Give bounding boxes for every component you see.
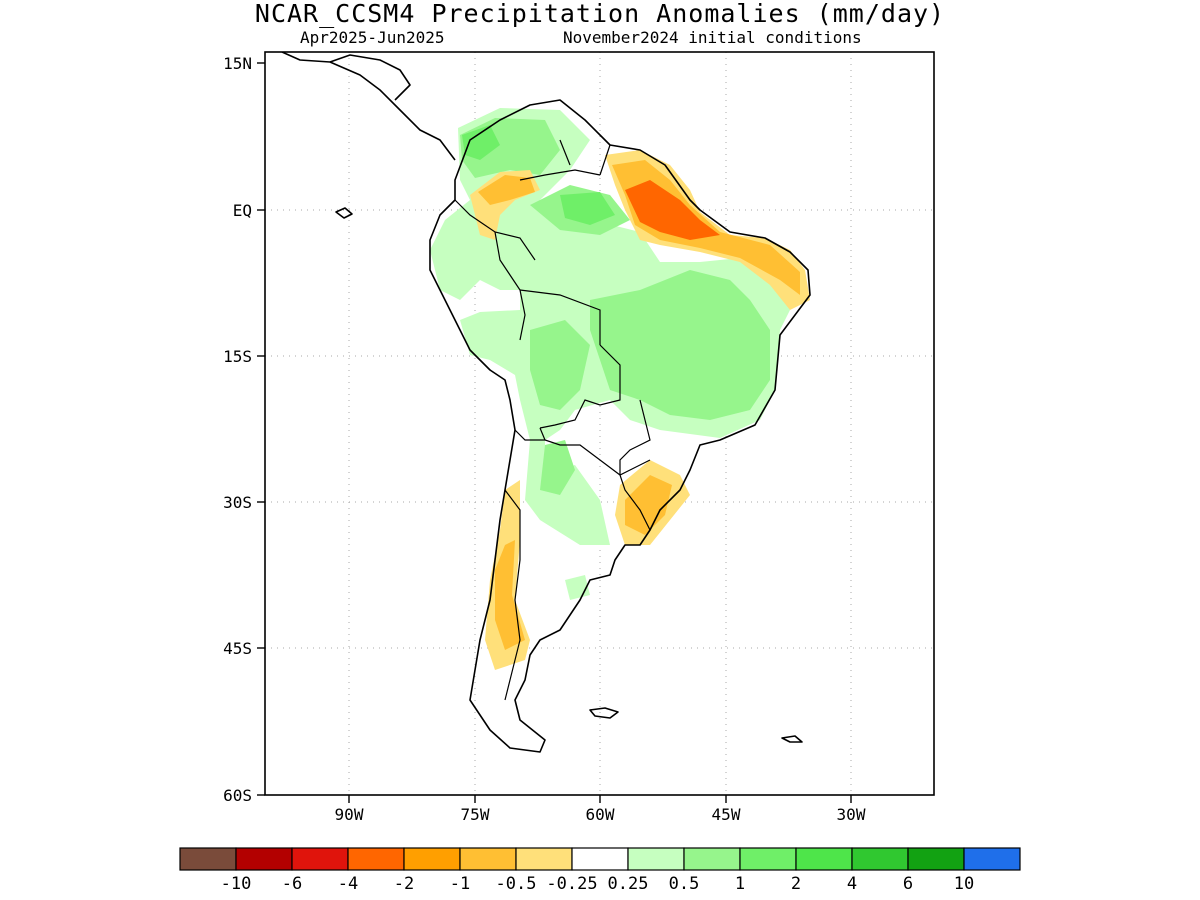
colorbar-label: -0.25 bbox=[546, 874, 597, 894]
gridlines bbox=[265, 52, 934, 795]
colorbar-swatch bbox=[515, 847, 573, 871]
colorbar-label: 1 bbox=[735, 874, 745, 894]
lon-tick-label: 45W bbox=[712, 805, 741, 824]
lat-tick-label: 15N bbox=[223, 54, 252, 73]
dry-anomaly-northeast-strong bbox=[625, 180, 720, 240]
colorbar-label: -2 bbox=[394, 874, 414, 894]
colorbar-label: -4 bbox=[338, 874, 358, 894]
map-frame bbox=[264, 51, 935, 796]
longitude-axis: 90W 75W 60W 45W 30W bbox=[335, 795, 866, 824]
lat-tick-label: EQ bbox=[233, 201, 252, 220]
central-america-coastline bbox=[281, 52, 456, 161]
wet-anomaly-regions bbox=[430, 108, 790, 600]
map-area bbox=[265, 52, 934, 795]
caribbean-coast bbox=[329, 54, 411, 101]
colorbar-swatch bbox=[963, 847, 1021, 871]
falklands bbox=[589, 707, 619, 719]
colorbar-label: 0.5 bbox=[669, 874, 700, 894]
colorbar-swatch bbox=[907, 847, 965, 871]
coastlines bbox=[281, 52, 811, 753]
dry-anomaly-southeast-mid bbox=[625, 475, 672, 535]
wet-anomaly-strong-amazon bbox=[560, 192, 615, 225]
forecast-period: Apr2025-Jun2025 bbox=[300, 28, 445, 47]
colorbar-label: -0.5 bbox=[496, 874, 537, 894]
colorbar-label: 0.25 bbox=[608, 874, 649, 894]
colorbar-swatch bbox=[571, 847, 629, 871]
wet-anomaly-medium-bolivia bbox=[530, 320, 590, 410]
colorbar-swatch bbox=[851, 847, 909, 871]
colorbar-label: 6 bbox=[903, 874, 913, 894]
colorbar-label: 4 bbox=[847, 874, 857, 894]
map-title: NCAR_CCSM4 Precipitation Anomalies (mm/d… bbox=[254, 0, 946, 28]
colorbar-swatch bbox=[179, 847, 237, 871]
lon-tick-label: 60W bbox=[586, 805, 615, 824]
colorbar: -10 -6 -4 -2 -1 -0.5 -0.25 0.25 0.5 1 2 4 6 10 bbox=[179, 847, 1021, 894]
colorbar-swatch bbox=[291, 847, 349, 871]
colorbar-swatch bbox=[795, 847, 853, 871]
wet-anomaly-strong-north bbox=[462, 125, 500, 160]
south-america-coastline bbox=[429, 99, 811, 753]
lat-tick-label: 60S bbox=[223, 786, 252, 805]
colorbar-label: -6 bbox=[282, 874, 302, 894]
lon-tick-label: 90W bbox=[335, 805, 364, 824]
colorbar-swatch bbox=[627, 847, 685, 871]
colorbar-swatch bbox=[739, 847, 797, 871]
latitude-axis: 15N EQ 15S 30S 45S 60S bbox=[223, 54, 265, 805]
wet-anomaly-medium-brazil bbox=[590, 270, 770, 420]
colorbar-swatch bbox=[235, 847, 293, 871]
country-borders bbox=[454, 139, 651, 701]
colorbar-label: 2 bbox=[791, 874, 801, 894]
dry-anomaly-colombia-mid bbox=[478, 175, 535, 205]
colorbar-label: -1 bbox=[450, 874, 470, 894]
colorbar-swatch bbox=[683, 847, 741, 871]
colorbar-swatch bbox=[403, 847, 461, 871]
colorbar-label: -10 bbox=[221, 874, 252, 894]
colorbar-swatch bbox=[459, 847, 517, 871]
colorbar-swatch bbox=[347, 847, 405, 871]
initial-conditions: November2024 initial conditions bbox=[563, 28, 862, 47]
colorbar-label: 10 bbox=[954, 874, 974, 894]
galapagos-islands bbox=[335, 207, 353, 219]
wet-anomaly-medium-chaco bbox=[540, 440, 575, 495]
lat-tick-label: 15S bbox=[223, 347, 252, 366]
lon-tick-label: 75W bbox=[461, 805, 490, 824]
lat-tick-label: 45S bbox=[223, 639, 252, 658]
lon-tick-label: 30W bbox=[837, 805, 866, 824]
lat-tick-label: 30S bbox=[223, 493, 252, 512]
dry-anomaly-regions bbox=[470, 150, 810, 670]
south-georgia bbox=[781, 735, 803, 743]
